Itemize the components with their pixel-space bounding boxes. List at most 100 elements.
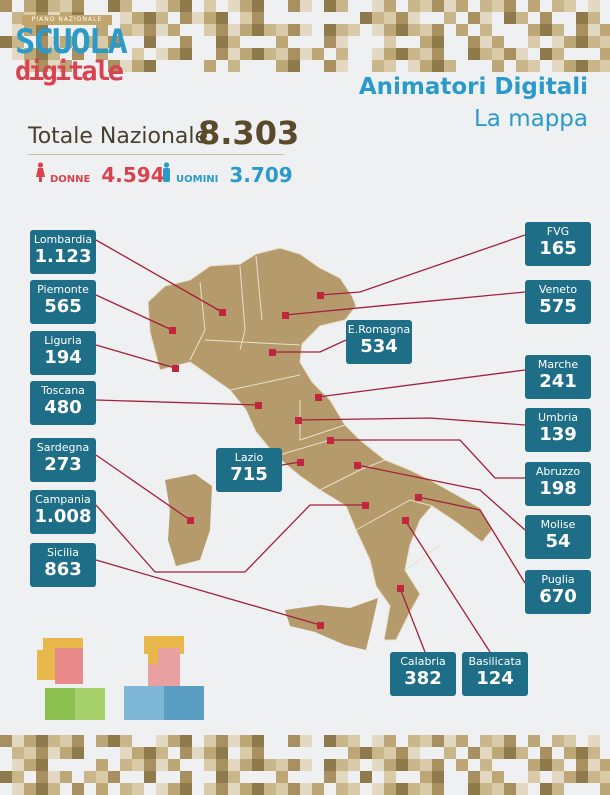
page-subtitle: La mappa	[473, 106, 588, 132]
mosaic-tile	[588, 60, 600, 72]
connector-line	[95, 399, 259, 406]
mosaic-tile	[408, 747, 420, 759]
mosaic-tile	[456, 759, 468, 771]
region-marker	[172, 365, 179, 372]
mosaic-tile	[588, 735, 600, 747]
mosaic-tile	[120, 0, 132, 12]
mosaic-tile	[204, 747, 216, 759]
mosaic-tile	[156, 24, 168, 36]
mosaic-tile	[540, 747, 552, 759]
mosaic-tile	[192, 12, 204, 24]
mosaic-tile	[0, 735, 12, 747]
mosaic-tile	[576, 24, 588, 36]
mosaic-tile	[552, 759, 564, 771]
women-stat: DONNE 4.594	[36, 162, 165, 187]
mosaic-tile	[288, 24, 300, 36]
region-marker	[397, 585, 404, 592]
mosaic-tile	[144, 747, 156, 759]
mosaic-tile	[372, 12, 384, 24]
mosaic-tile	[528, 771, 540, 783]
mosaic-tile	[168, 759, 180, 771]
region-box-fvg: FVG 165	[525, 222, 591, 266]
mosaic-tile	[348, 747, 360, 759]
mosaic-tile	[156, 759, 168, 771]
mosaic-tile	[264, 759, 276, 771]
mosaic-tile	[144, 24, 156, 36]
mosaic-tile	[552, 60, 564, 72]
mosaic-tile	[396, 24, 408, 36]
mosaic-tile	[60, 36, 72, 48]
mosaic-tile	[468, 747, 480, 759]
mosaic-tile	[216, 759, 228, 771]
mosaic-tile	[504, 0, 516, 12]
mosaic-tile	[204, 0, 216, 12]
mosaic-tile	[12, 735, 24, 747]
mosaic-tile	[324, 24, 336, 36]
mosaic-tile	[576, 36, 588, 48]
region-marker	[219, 309, 226, 316]
mosaic-tile	[216, 771, 228, 783]
mosaic-tile	[108, 60, 120, 72]
mosaic-tile	[36, 759, 48, 771]
region-marker	[269, 349, 276, 356]
mosaic-tile	[204, 24, 216, 36]
mosaic-tile	[564, 60, 576, 72]
mosaic-tile	[36, 771, 48, 783]
mosaic-tile	[72, 48, 84, 60]
mosaic-tile	[588, 771, 600, 783]
mosaic-tile	[432, 60, 444, 72]
mosaic-tile	[396, 48, 408, 60]
region-marker	[415, 494, 422, 501]
mosaic-tile	[468, 12, 480, 24]
mosaic-tile	[420, 735, 432, 747]
mosaic-tile	[96, 771, 108, 783]
mosaic-tile	[384, 24, 396, 36]
region-value: 565	[44, 296, 82, 317]
mosaic-tile	[144, 60, 156, 72]
mosaic-tile	[504, 735, 516, 747]
men-label: UOMINI	[176, 174, 219, 185]
mosaic-tile	[24, 60, 36, 72]
mosaic-tile	[120, 735, 132, 747]
mosaic-tile	[24, 747, 36, 759]
mosaic-tile	[552, 48, 564, 60]
women-label: DONNE	[50, 174, 91, 185]
mosaic-tile	[420, 48, 432, 60]
mosaic-tile	[216, 48, 228, 60]
mosaic-tile	[576, 747, 588, 759]
mosaic-tile	[480, 12, 492, 24]
region-value: 241	[539, 371, 577, 392]
pixel-mosaic-top	[0, 0, 610, 72]
mosaic-tile	[336, 759, 348, 771]
region-marker	[402, 517, 409, 524]
mosaic-tile	[528, 36, 540, 48]
mosaic-tile	[552, 771, 564, 783]
mosaic-tile	[156, 747, 168, 759]
region-name: Basilicata	[468, 655, 522, 668]
mosaic-tile	[0, 771, 12, 783]
mosaic-tile	[492, 36, 504, 48]
region-name: Liguria	[44, 334, 82, 347]
logo-scuola: SCUOLA	[15, 22, 128, 62]
mosaic-tile	[228, 771, 240, 783]
mosaic-tile	[276, 759, 288, 771]
region-name: Toscana	[41, 384, 85, 397]
region-box-lazio: Lazio 715	[216, 448, 282, 492]
mosaic-tile	[288, 48, 300, 60]
region-value: 165	[539, 238, 577, 259]
mosaic-tile	[576, 12, 588, 24]
mosaic-tile	[384, 60, 396, 72]
region-marker	[295, 417, 302, 424]
mosaic-tile	[432, 24, 444, 36]
mosaic-tile	[372, 747, 384, 759]
mosaic-tile	[408, 48, 420, 60]
region-name: Molise	[540, 518, 576, 531]
mosaic-tile	[456, 735, 468, 747]
mosaic-tile	[168, 735, 180, 747]
mosaic-tile	[132, 759, 144, 771]
mosaic-tile	[48, 771, 60, 783]
mosaic-tile	[468, 48, 480, 60]
mosaic-tile	[180, 735, 192, 747]
mosaic-tile	[144, 12, 156, 24]
mosaic-tile	[120, 747, 132, 759]
